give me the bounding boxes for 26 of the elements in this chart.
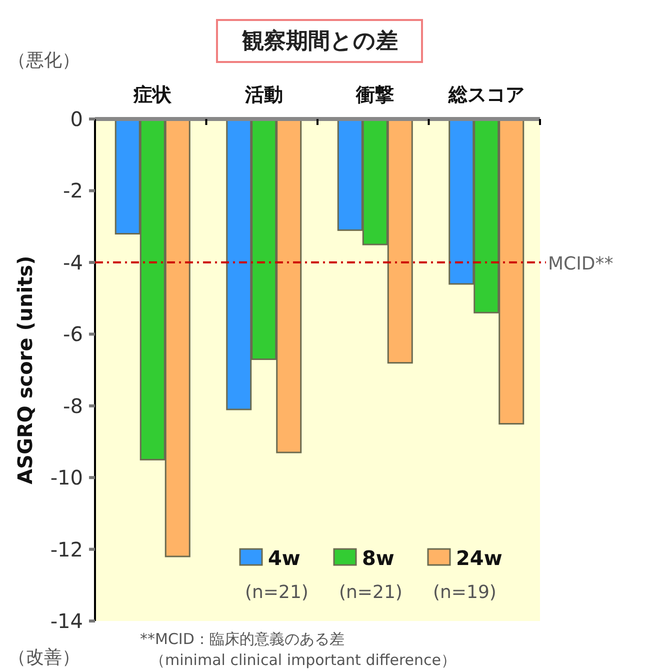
text: （minimal clinical important difference） — [150, 651, 456, 669]
annotation: (n=21) — [245, 582, 308, 603]
y-tick-label: -4 — [63, 250, 83, 274]
text: **MCID：臨床的意義のある差 — [140, 630, 344, 648]
text: （改善） — [8, 647, 80, 668]
y-tick-label: -2 — [63, 178, 83, 203]
legend-label: 4w — [268, 546, 300, 570]
y-tick-label: -14 — [50, 609, 83, 633]
y-tick-label: -10 — [50, 466, 83, 490]
x-tick-label: 活動 — [244, 84, 283, 106]
text: （悪化） — [8, 50, 80, 71]
y-axis-title: ASGRQ score (units) — [13, 256, 37, 484]
y-tick-label: -8 — [63, 394, 83, 418]
legend-label: 8w — [362, 546, 394, 570]
y-tick-label: 0 — [70, 107, 83, 131]
ref-line-label: MCID** — [548, 253, 614, 274]
chart-title: 観察期間との差 — [241, 28, 398, 54]
y-tick-label: -6 — [63, 322, 83, 346]
annotation: (n=19) — [433, 582, 496, 603]
x-tick-label: 総スコア — [447, 84, 524, 106]
y-tick-label: -12 — [50, 537, 83, 562]
annotation: (n=21) — [339, 582, 402, 603]
title: 観察期間との差 — [216, 19, 423, 63]
legend-label: 24w — [456, 546, 502, 570]
x-tick-label: 症状 — [132, 84, 173, 106]
x-tick-label: 衝撃 — [355, 84, 394, 106]
